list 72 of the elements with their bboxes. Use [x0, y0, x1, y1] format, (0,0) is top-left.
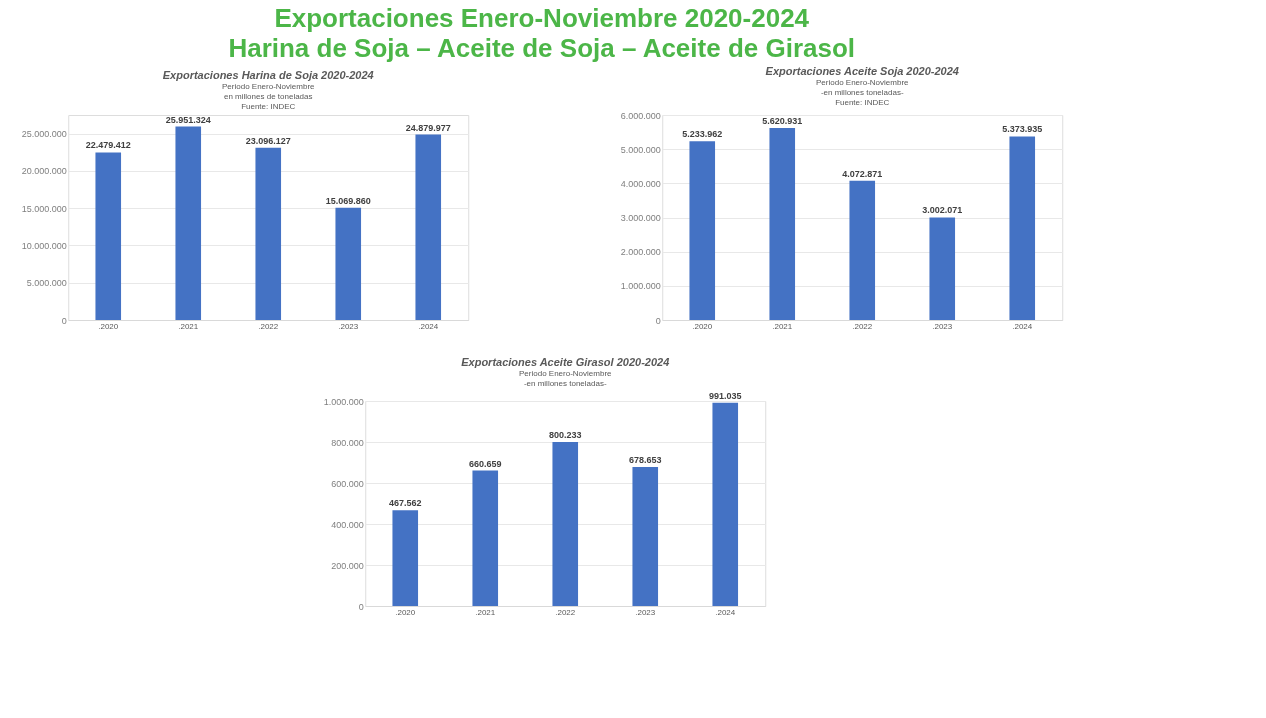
data-label: 24.879.977	[405, 122, 451, 133]
data-label: 678.653	[628, 454, 662, 465]
data-label: 800.233	[548, 429, 582, 440]
y-tick-label: 15.000.000	[21, 203, 67, 214]
bar	[175, 126, 202, 320]
x-tick-label: .2024	[715, 607, 736, 617]
bar	[769, 127, 796, 320]
x-tick-label: .2020	[692, 321, 713, 331]
y-tick-label: 4.000.000	[620, 178, 661, 189]
chart-title: Exportaciones Aceite Soja 2020-2024	[765, 65, 959, 77]
chart-title: Exportaciones Harina de Soja 2020-2024	[162, 69, 374, 81]
y-tick-label: 10.000.000	[21, 240, 67, 251]
bar	[255, 147, 282, 320]
x-tick-label: .2023	[932, 321, 953, 331]
bar	[929, 217, 956, 320]
x-tick-label: .2023	[338, 321, 359, 331]
bar	[95, 152, 122, 320]
bar	[415, 134, 442, 320]
text: Exportaciones Enero-Noviembre 2020-2024	[274, 2, 810, 33]
x-tick-label: .2024	[1012, 321, 1033, 331]
x-tick-label: .2021	[178, 321, 199, 331]
data-label: 3.002.071	[922, 205, 963, 216]
data-label: 4.072.871	[842, 168, 883, 179]
chart-subtitle: Periodo Enero-Noviembre en millones de toneladas Fuente: INDEC	[222, 82, 316, 111]
y-tick-label: 600.000	[331, 478, 364, 489]
data-label: 5.373.935	[1002, 124, 1043, 135]
y-tick-label: 1.000.000	[323, 396, 364, 407]
bar	[472, 470, 499, 606]
y-tick-label: 1.000.000	[620, 281, 661, 292]
y-tick-label: 25.000.000	[21, 129, 67, 140]
x-tick-label: .2023	[635, 607, 656, 617]
data-label: 23.096.127	[245, 135, 291, 146]
x-tick-label: .2022	[258, 321, 279, 331]
data-label: 5.620.931	[762, 115, 803, 126]
x-tick-label: .2024	[418, 321, 439, 331]
x-tick-label: .2022	[555, 607, 576, 617]
bar	[335, 207, 362, 320]
data-label: 25.951.324	[165, 114, 211, 125]
x-tick-label: .2021	[772, 321, 793, 331]
y-tick-label: 6.000.000	[620, 110, 661, 121]
y-tick-label: 200.000	[331, 560, 364, 571]
chart-subtitle: Periodo Enero-Noviembre -en millones toneladas-	[519, 368, 613, 388]
y-tick-label: 0	[358, 601, 364, 612]
data-label: 15.069.860	[325, 195, 371, 206]
y-tick-label: 0	[61, 315, 67, 326]
y-tick-label: 2.000.000	[620, 247, 661, 258]
y-tick-label: 5.000.000	[620, 144, 661, 155]
y-tick-label: 3.000.000	[620, 213, 661, 223]
bar	[632, 466, 659, 606]
y-tick-label: 800.000	[331, 437, 364, 448]
x-tick-label: .2020	[98, 321, 119, 331]
data-label: 660.659	[468, 458, 502, 469]
x-tick-label: .2020	[395, 607, 416, 617]
bar	[552, 441, 579, 606]
y-tick-label: 20.000.000	[21, 166, 67, 177]
text: Harina de Soja – Aceite de Soja – Aceite de Girasol	[228, 32, 856, 63]
y-tick-label: 400.000	[331, 519, 364, 530]
x-tick-label: .2021	[475, 607, 496, 617]
x-tick-label: .2022	[852, 321, 873, 331]
bar	[392, 510, 419, 606]
chart-title: Exportaciones Aceite Girasol 2020-2024	[461, 355, 670, 368]
data-label: 467.562	[388, 498, 422, 509]
y-tick-label: 0	[655, 315, 661, 326]
y-tick-label: 5.000.000	[26, 278, 67, 289]
data-label: 991.035	[708, 390, 742, 401]
bar	[849, 180, 876, 320]
data-label: 22.479.412	[85, 140, 131, 151]
data-label: 5.233.962	[682, 129, 723, 140]
bar	[689, 141, 716, 320]
bar	[1009, 136, 1036, 320]
bar	[712, 402, 739, 606]
chart-subtitle: Periodo Enero-Noviembre -en millones toneladas- Fuente: INDEC	[816, 78, 910, 107]
